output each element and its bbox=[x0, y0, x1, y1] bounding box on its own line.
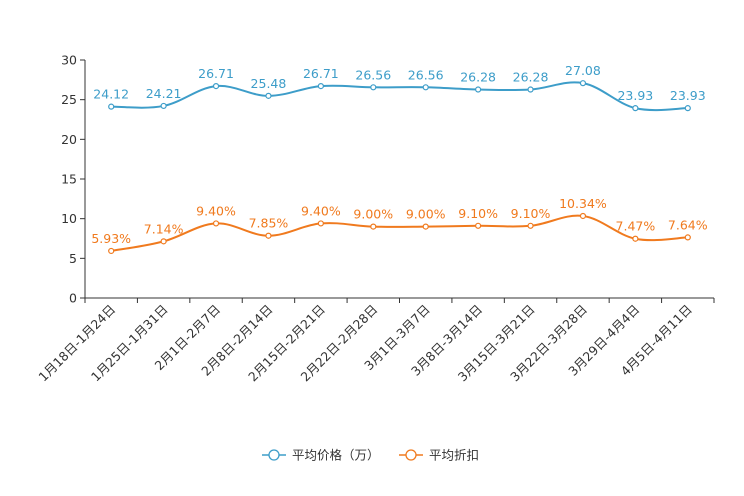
data-label: 24.12 bbox=[93, 87, 129, 102]
data-point[interactable] bbox=[475, 86, 482, 93]
y-axis: 0 5 10 15 20 25 30 bbox=[61, 53, 86, 306]
legend[interactable]: 平均价格（万） 平均折扣 bbox=[262, 448, 479, 463]
data-point[interactable] bbox=[579, 80, 587, 87]
data-point[interactable] bbox=[212, 220, 220, 227]
data-label: 9.10% bbox=[458, 206, 498, 221]
data-point[interactable] bbox=[527, 86, 534, 93]
series-0: 24.12 24.21 26.71 25.48 26.71 26.56 26.56 26.28… bbox=[93, 63, 706, 112]
series-1: 5.93% 7.14% 9.40% 7.85% 9.40% 9.00% 9.00% 9.10%… bbox=[91, 196, 708, 255]
data-point[interactable] bbox=[212, 83, 220, 90]
legend-label: 平均价格（万） bbox=[292, 448, 380, 463]
legend-item-0[interactable]: 平均价格（万） bbox=[262, 448, 380, 463]
data-point[interactable] bbox=[632, 105, 639, 112]
legend-marker-icon bbox=[268, 449, 280, 461]
data-label: 9.00% bbox=[406, 207, 446, 222]
data-point[interactable] bbox=[370, 223, 377, 230]
data-label: 27.08 bbox=[565, 63, 601, 78]
data-point[interactable] bbox=[527, 222, 534, 229]
legend-item-1[interactable]: 平均折扣 bbox=[399, 448, 479, 463]
data-point[interactable] bbox=[422, 223, 429, 230]
data-label: 7.64% bbox=[668, 217, 708, 232]
y-tick-label: 30 bbox=[61, 53, 77, 68]
data-point[interactable] bbox=[684, 105, 691, 112]
data-point[interactable] bbox=[579, 212, 587, 220]
data-point[interactable] bbox=[160, 102, 167, 110]
data-label: 26.28 bbox=[460, 70, 496, 85]
data-label: 7.14% bbox=[144, 221, 184, 236]
data-label: 9.40% bbox=[301, 203, 341, 218]
data-point[interactable] bbox=[160, 238, 167, 245]
data-label: 24.21 bbox=[146, 86, 182, 101]
data-label: 7.85% bbox=[249, 216, 289, 231]
data-label: 7.47% bbox=[616, 219, 656, 234]
data-point[interactable] bbox=[108, 247, 115, 255]
x-axis: 1月18日-1月24日1月25日-1月31日2月1日-2月7日2月8日-2月14… bbox=[35, 297, 715, 384]
y-tick-label: 5 bbox=[69, 251, 77, 266]
data-label: 26.56 bbox=[408, 67, 444, 82]
data-point[interactable] bbox=[684, 234, 691, 241]
legend-label: 平均折扣 bbox=[429, 448, 479, 463]
series-layer: 24.12 24.21 26.71 25.48 26.71 26.56 26.56 26.28… bbox=[91, 63, 708, 255]
y-tick-label: 20 bbox=[61, 132, 77, 147]
data-point[interactable] bbox=[108, 103, 115, 110]
data-label: 9.10% bbox=[511, 206, 551, 221]
data-label: 26.28 bbox=[513, 70, 549, 85]
legend-marker-icon bbox=[405, 449, 417, 461]
data-point[interactable] bbox=[632, 235, 639, 242]
data-point[interactable] bbox=[265, 92, 272, 99]
data-label: 9.00% bbox=[353, 207, 393, 222]
data-label: 5.93% bbox=[91, 231, 131, 246]
y-tick-label: 0 bbox=[69, 291, 77, 306]
series-line bbox=[111, 214, 688, 252]
data-label: 23.93 bbox=[617, 88, 653, 103]
y-tick-label: 25 bbox=[61, 92, 77, 107]
data-label: 25.48 bbox=[251, 76, 287, 91]
data-point[interactable] bbox=[265, 232, 272, 239]
y-tick-label: 15 bbox=[61, 172, 77, 187]
data-label: 9.40% bbox=[196, 203, 236, 218]
series-line bbox=[111, 81, 688, 112]
data-point[interactable] bbox=[475, 222, 482, 229]
data-point[interactable] bbox=[317, 83, 324, 90]
y-tick-label: 10 bbox=[61, 211, 77, 226]
data-label: 23.93 bbox=[670, 88, 706, 103]
data-point[interactable] bbox=[317, 220, 324, 227]
data-label: 10.34% bbox=[559, 196, 607, 211]
data-label: 26.56 bbox=[355, 67, 391, 82]
data-label: 26.71 bbox=[303, 66, 339, 81]
data-point[interactable] bbox=[422, 84, 429, 91]
data-label: 26.71 bbox=[198, 66, 234, 81]
data-point[interactable] bbox=[370, 84, 377, 91]
